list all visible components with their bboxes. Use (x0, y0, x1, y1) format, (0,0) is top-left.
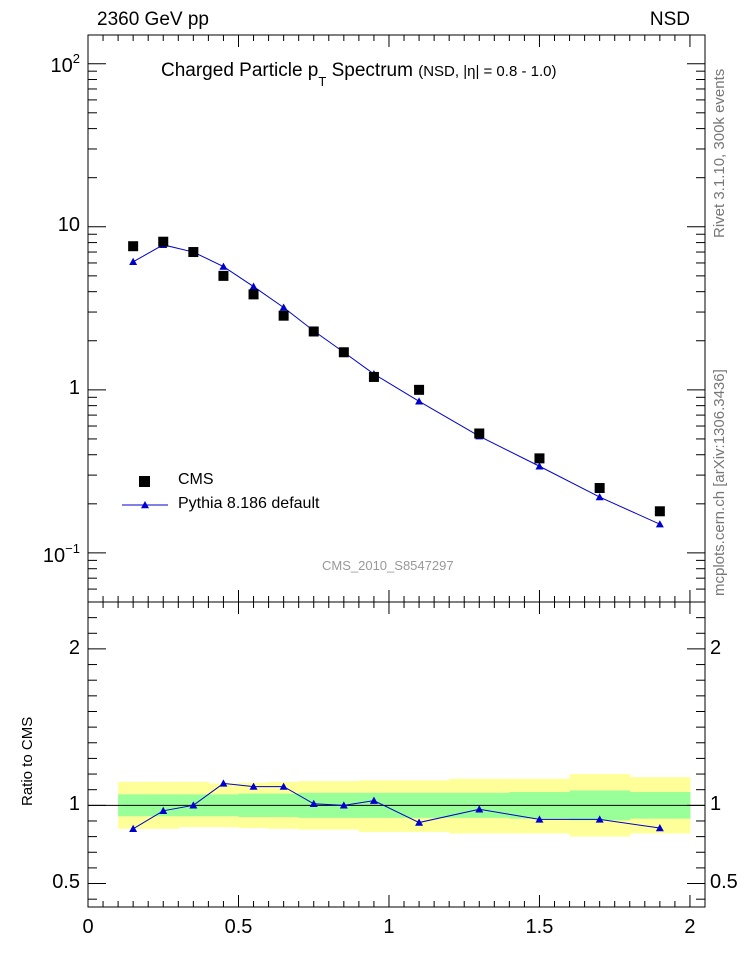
plot-title: Charged Particle pT Spectrum (NSD, |η| =… (161, 60, 557, 89)
rivet-label: Rivet 3.1.10, 300k events (711, 68, 728, 238)
main-y-tick-label: 1 (68, 377, 80, 400)
plot-frames (87, 34, 706, 908)
cms-point (474, 428, 485, 439)
cms-point (534, 453, 545, 464)
pythia-line (132, 244, 661, 525)
cms-point (308, 326, 319, 337)
ratio-y-tick-label-right: 1 (710, 792, 722, 815)
ratio-point (339, 801, 348, 809)
cms-point (128, 241, 139, 252)
main-y-tick-label: 10−1 (42, 540, 80, 567)
cms-point (414, 384, 425, 395)
ratio-point (129, 824, 138, 832)
pythia-point (129, 257, 138, 265)
pythia-point (249, 282, 258, 290)
cms-point (158, 236, 169, 247)
ratio-point (655, 824, 664, 832)
cms-point (338, 347, 349, 358)
ratio-y-tick-label-right: 0.5 (710, 871, 738, 894)
ratio-plot-frame (87, 601, 706, 908)
header-right: NSD (649, 9, 690, 30)
main-plot-frame (87, 34, 706, 603)
x-tick-label: 0 (82, 915, 94, 938)
ratio-point (475, 805, 484, 813)
ratio-point (249, 782, 258, 790)
title-suffix: Spectrum (326, 60, 413, 81)
cms-point (654, 506, 665, 517)
ratio-point (415, 818, 424, 826)
ratio-y-tick-label-left: 2 (68, 636, 80, 659)
cms-point (188, 247, 199, 258)
ratio-point (159, 806, 168, 815)
pythia-point (415, 397, 424, 405)
x-tick-label: 1.5 (525, 915, 554, 938)
legend-pythia-label: Pythia 8.186 default (178, 495, 320, 512)
title-subscript: T (318, 74, 327, 89)
pythia-point (535, 462, 544, 470)
x-tick-label: 2 (684, 915, 696, 938)
cms-point (278, 310, 289, 321)
ratio-ylabel: Ratio to CMS (19, 716, 36, 806)
ratio-point (219, 779, 228, 787)
ratio-y-tick-label-left: 1 (68, 792, 80, 815)
x-tick-label: 0.5 (224, 915, 253, 938)
mcplots-label: mcplots.cern.ch [arXiv:1306.3436] (711, 369, 728, 596)
pythia-point (655, 520, 664, 528)
ratio-point (189, 801, 198, 809)
cms-point (248, 289, 259, 300)
legend-marks (122, 476, 168, 509)
cms-point (368, 371, 379, 382)
title-note: (NSD, |η| = 0.8 - 1.0) (418, 63, 557, 80)
data-series (128, 236, 665, 832)
x-tick-label: 1 (383, 915, 395, 938)
axis-ticks (87, 35, 706, 907)
ratio-point (535, 815, 544, 823)
ratio-point (309, 799, 318, 807)
pythia-point (219, 262, 228, 270)
ratio-y-tick-label-left: 0.5 (52, 871, 80, 894)
legend-cms-label: CMS (178, 471, 214, 488)
main-y-tick-label: 10 (57, 214, 80, 237)
ratio-point (369, 796, 378, 804)
ratio-line (132, 782, 660, 830)
pythia-point (279, 303, 288, 311)
title-main: Charged Particle p (161, 60, 319, 81)
legend-cms-marker (139, 476, 150, 487)
cms-point (218, 270, 229, 281)
main-y-tick-label: 102 (50, 51, 80, 78)
ratio-y-tick-label-right: 2 (710, 636, 722, 659)
header-left: 2360 GeV pp (97, 9, 209, 30)
analysis-watermark: CMS_2010_S8547297 (322, 558, 454, 573)
ratio-point (279, 782, 288, 790)
cms-point (594, 483, 605, 494)
pythia-point (595, 493, 604, 501)
ratio-point (595, 815, 604, 823)
legend-pythia-marker (141, 501, 149, 509)
